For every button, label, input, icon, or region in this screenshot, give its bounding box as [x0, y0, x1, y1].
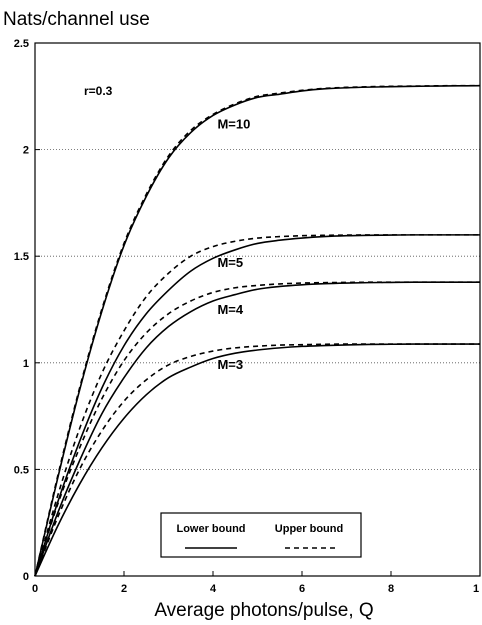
series-m-3-upper-bound	[34, 343, 480, 577]
x-tick-label-4: 8	[388, 583, 394, 595]
y-tick-label-0: 0	[23, 571, 29, 583]
y-tick-label-4: 2	[23, 145, 29, 157]
legend: Lower bound Upper bound	[160, 512, 362, 558]
series-label-m-3: M=3	[217, 357, 243, 372]
axis-ticks: 0 0.5 1 1.5 2 2.5 0 2 4 6 8 1	[14, 38, 481, 595]
series-m-10-lower-bound	[34, 84, 481, 577]
parameter-annotation: r=0.3	[84, 84, 113, 98]
x-axis-label: Average photons/pulse, Q	[154, 600, 373, 621]
x-tick-label-1: 2	[121, 583, 127, 595]
y-tick-label-3: 1.5	[14, 251, 29, 263]
legend-label-upper-bound: Upper bound	[275, 523, 343, 535]
gridlines	[35, 149, 480, 470]
series-m-4-upper-bound	[34, 281, 480, 577]
y-axis-label: Nats/channel use	[3, 9, 150, 30]
series-label-m-5: M=5	[217, 255, 243, 270]
legend-box	[160, 512, 362, 558]
legend-label-lower-bound: Lower bound	[176, 523, 245, 535]
x-tick-label-2: 4	[210, 583, 217, 595]
series-label-m-4: M=4	[217, 302, 243, 317]
x-tick-label-5: 1	[473, 583, 479, 595]
y-tick-label-2: 1	[23, 358, 29, 370]
series-m-10-upper-bound	[34, 84, 481, 577]
y-tick-label-5: 2.5	[14, 38, 29, 50]
series-lines	[34, 84, 481, 577]
x-tick-label-0: 0	[32, 583, 38, 595]
series-m-5-upper-bound	[34, 234, 480, 577]
y-tick-label-1: 0.5	[14, 464, 29, 476]
series-label-m-10: M=10	[217, 116, 250, 131]
plot-frame	[34, 42, 481, 577]
series-labels: M=10 M=5 M=4 M=3	[217, 116, 250, 372]
x-tick-label-3: 6	[299, 583, 305, 595]
